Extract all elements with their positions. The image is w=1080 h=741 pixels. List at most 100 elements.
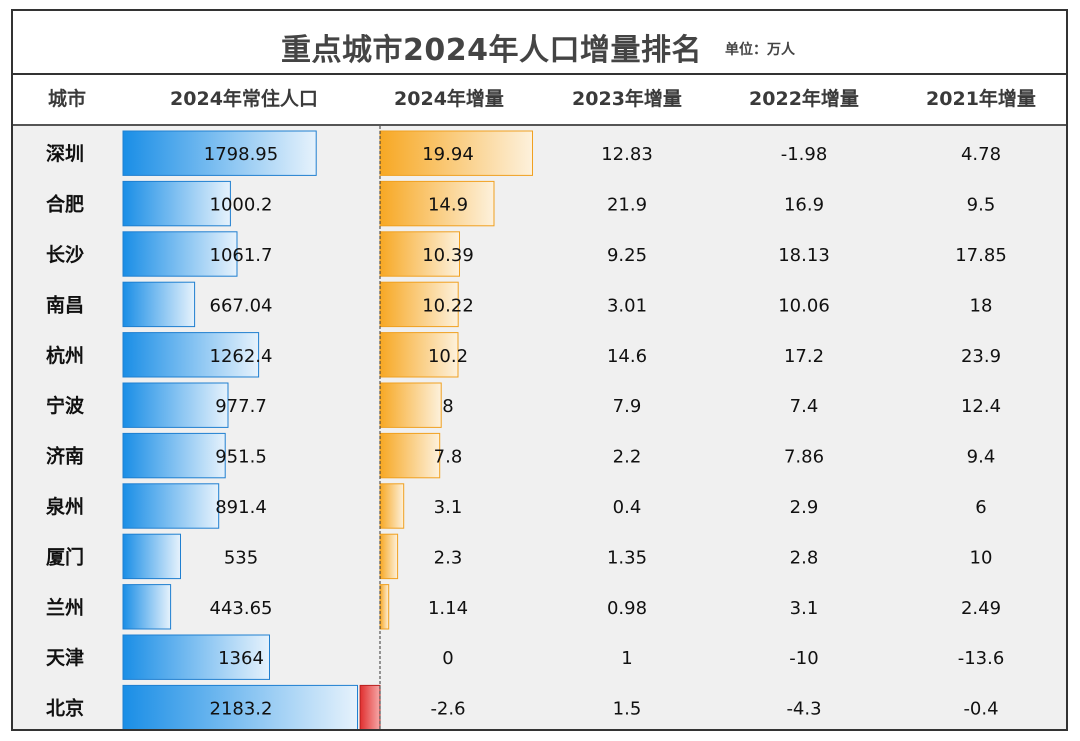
inc2023-label: 12.83 bbox=[601, 144, 653, 165]
inc2024-label: 8 bbox=[442, 396, 453, 417]
inc2024-bar bbox=[379, 281, 459, 328]
inc2024-bar bbox=[379, 130, 533, 176]
city-label: 杭州 bbox=[46, 344, 84, 367]
inc2023-label: 1 bbox=[621, 648, 632, 669]
inc2021-label: 12.4 bbox=[961, 396, 1001, 417]
header-inc2023: 2023年增量 bbox=[572, 88, 682, 110]
unit-label: 单位：万人 bbox=[725, 42, 795, 58]
pop-bar bbox=[122, 180, 231, 227]
pop-bar bbox=[122, 281, 196, 328]
inc2022-label: 18.13 bbox=[778, 245, 830, 266]
inc2022-label: 17.2 bbox=[784, 346, 824, 367]
inc2024-label: 10.22 bbox=[422, 295, 474, 316]
inc2024-label: -2.6 bbox=[430, 699, 465, 720]
inc2023-label: 2.2 bbox=[613, 447, 642, 468]
pop2024-label: 951.5 bbox=[215, 447, 267, 468]
inc2021-label: 10 bbox=[970, 547, 993, 568]
pop-bar bbox=[122, 584, 172, 630]
pop2024-label: 891.4 bbox=[215, 497, 267, 518]
inc2024-label: 3.1 bbox=[434, 497, 463, 518]
city-label: 泉州 bbox=[45, 495, 84, 518]
inc2024-label: 19.94 bbox=[422, 144, 474, 165]
pop2024-label: 443.65 bbox=[210, 598, 273, 619]
inc2022-label: 7.4 bbox=[790, 396, 819, 417]
city-label: 南昌 bbox=[46, 294, 84, 316]
inc2021-label: 6 bbox=[975, 497, 986, 518]
inc2021-label: 4.78 bbox=[961, 144, 1001, 165]
inc2022-label: 7.86 bbox=[784, 447, 824, 468]
header-inc2024: 2024年增量 bbox=[394, 88, 504, 110]
inc2023-label: 9.25 bbox=[607, 245, 647, 266]
inc2022-label: -4.3 bbox=[786, 699, 821, 720]
pop2024-label: 1364 bbox=[218, 648, 264, 669]
inc2023-label: 1.35 bbox=[607, 547, 647, 568]
inc2022-label: 2.8 bbox=[790, 547, 819, 568]
chart-svg: 深圳 1798.95 19.94 12.83 -1.98 4.78 合肥 1000.2 14.9… bbox=[45, 126, 1007, 729]
header-pop2024: 2024年常住人口 bbox=[170, 88, 318, 110]
inc2024-label: 1.14 bbox=[428, 598, 468, 619]
inc2024-label: 0 bbox=[442, 648, 453, 669]
city-label: 济南 bbox=[46, 445, 84, 468]
city-label: 合肥 bbox=[46, 193, 84, 216]
city-label: 兰州 bbox=[46, 596, 84, 619]
inc2024-bar bbox=[379, 483, 405, 529]
inc2023-label: 0.98 bbox=[607, 598, 647, 619]
table-body: 深圳 1798.95 19.94 12.83 -1.98 4.78 合肥 1000.2 14.9… bbox=[13, 126, 1066, 729]
inc2024-label: 2.3 bbox=[434, 547, 463, 568]
pop-bar bbox=[122, 231, 238, 277]
inc2024-label: 10.39 bbox=[422, 245, 474, 266]
city-label: 北京 bbox=[46, 697, 84, 720]
inc2023-label: 0.4 bbox=[613, 497, 642, 518]
inc2021-label: 23.9 bbox=[961, 346, 1001, 367]
inc2021-label: 18 bbox=[970, 295, 993, 316]
inc2023-label: 1.5 bbox=[613, 699, 642, 720]
inc2022-label: 2.9 bbox=[790, 497, 819, 518]
inc2024-label: 10.2 bbox=[428, 346, 468, 367]
header-city: 城市 bbox=[47, 88, 86, 110]
inc2024-bar bbox=[379, 382, 442, 428]
inc2022-label: 3.1 bbox=[790, 598, 819, 619]
header-inc2022: 2022年增量 bbox=[749, 88, 859, 110]
pop-bar bbox=[122, 432, 226, 479]
pop2024-label: 1000.2 bbox=[210, 195, 273, 216]
pop2024-label: 535 bbox=[224, 547, 258, 568]
inc2024-bar bbox=[379, 432, 441, 479]
inc2023-label: 21.9 bbox=[607, 195, 647, 216]
inc2024-bar bbox=[379, 533, 399, 580]
inc2022-label: -10 bbox=[789, 648, 818, 669]
pop2024-label: 977.7 bbox=[215, 396, 267, 417]
pop-bar bbox=[122, 483, 220, 529]
inc2021-label: 17.85 bbox=[955, 245, 1007, 266]
chart-title: 重点城市2024年人口增量排名 bbox=[281, 33, 702, 68]
inc2024-bar bbox=[379, 584, 390, 630]
inc2024-neg-bar bbox=[359, 684, 381, 729]
inc2022-label: 10.06 bbox=[778, 295, 830, 316]
city-label: 厦门 bbox=[46, 545, 84, 568]
city-label: 深圳 bbox=[46, 142, 84, 165]
pop-bar bbox=[122, 130, 317, 176]
inc2021-label: -13.6 bbox=[958, 648, 1005, 669]
inc2024-label: 14.9 bbox=[428, 195, 468, 216]
inc2021-label: 9.4 bbox=[967, 447, 996, 468]
inc2024-label: 7.8 bbox=[434, 447, 463, 468]
pop2024-label: 1798.95 bbox=[204, 144, 278, 165]
header-inc2021: 2021年增量 bbox=[926, 88, 1036, 110]
pop2024-label: 1061.7 bbox=[210, 245, 273, 266]
city-label: 长沙 bbox=[46, 244, 84, 266]
inc2024-bar bbox=[379, 332, 459, 378]
inc2021-label: -0.4 bbox=[963, 699, 998, 720]
city-label: 宁波 bbox=[46, 394, 85, 417]
inc2024-bar bbox=[379, 180, 495, 227]
chart-frame: 重点城市2024年人口增量排名 单位：万人 城市 2024年常住人口 2024年… bbox=[11, 9, 1068, 731]
pop-bar bbox=[122, 634, 270, 680]
pop-bar bbox=[122, 533, 181, 580]
title-row: 重点城市2024年人口增量排名 单位：万人 bbox=[13, 11, 1066, 75]
header-row: 城市 2024年常住人口 2024年增量 2023年增量 2022年增量 202… bbox=[13, 75, 1066, 126]
pop2024-label: 667.04 bbox=[210, 295, 273, 316]
inc2023-label: 3.01 bbox=[607, 295, 647, 316]
city-label: 天津 bbox=[46, 646, 84, 669]
pop2024-label: 2183.2 bbox=[210, 699, 273, 720]
inc2021-label: 2.49 bbox=[961, 598, 1001, 619]
inc2022-label: 16.9 bbox=[784, 195, 824, 216]
pop2024-label: 1262.4 bbox=[210, 346, 273, 367]
